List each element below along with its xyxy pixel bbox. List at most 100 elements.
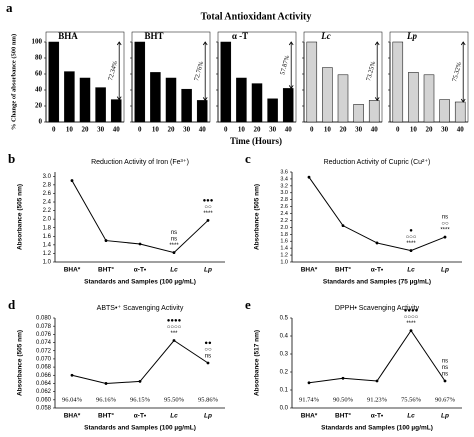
percent-label: 96.16% [96,396,117,403]
annotation: 72.34% [107,60,119,82]
y-tick-label: 0.066 [36,373,52,379]
x-tick-label: 40 [285,126,293,134]
y-tick-label: 2.2 [280,218,288,224]
x-axis-label: Standards and Samples (100 µg/mL) [321,425,433,432]
x-tick-label: BHA* [301,413,318,420]
significance: ○○○ [406,235,417,241]
significance: ●●●● [167,318,182,324]
x-axis-label: Standards and Samples (100 µg/mL) [84,279,196,286]
y-tick-label: 1.2 [43,251,52,257]
percent-label: 75.56% [401,396,422,403]
y-tick-label: 0.074 [36,340,52,346]
arrow-head [288,41,294,90]
arrow-head [202,41,208,102]
x-tick-label: 30 [97,126,105,134]
arrow-head [374,41,380,102]
line [308,329,446,384]
significance: **** [406,241,416,247]
y-tick-label: 1.4 [280,246,288,252]
significance: ○○○○ [404,315,419,321]
percent-label: 90.67% [435,396,456,403]
bar [220,41,232,123]
annotation: 73.25% [365,60,377,82]
bar [306,41,318,123]
y-tick-label: 0.2 [280,370,289,376]
significance: ●●●● [404,308,419,314]
percent-label: 95.86% [198,396,219,403]
significance: **** [169,243,179,249]
y-tick-label: 0.076 [36,332,52,338]
x-tick-label: BHA* [64,413,81,420]
y-tick-label: 3.6 [280,169,288,175]
percent-label: 95.50% [164,396,185,403]
line [308,176,446,252]
x-tick-label: BHT° [335,412,351,420]
significance: ns [171,237,177,243]
y-tick-label: 0.0 [280,406,289,412]
x-tick-label: Lp [204,267,212,274]
bar [368,100,380,123]
x-tick-label: BHT° [98,266,114,274]
significance: ●● [204,341,212,347]
y-tick-label: 40 [35,86,43,94]
x-tick-label: BHT° [98,412,114,420]
bar [322,67,333,123]
significance: **** [440,228,450,234]
point [138,242,142,246]
x-tick-label: Lp [204,413,212,420]
significance: ● [409,228,413,234]
bar [95,87,106,123]
x-axis-label: Standards and Samples (75 µg/mL) [323,279,431,286]
x-tick-label: 0 [396,126,400,134]
significance: ●●● [203,198,214,204]
chart-title: Reduction Activity of Iron (Fe³⁺) [91,159,189,166]
bar [282,88,294,123]
x-tick-label: Lc [170,267,178,274]
point [409,249,413,252]
point [70,373,74,377]
point [443,235,447,239]
percent-label: 90.50% [333,396,354,403]
y-tick-label: 2.6 [280,204,288,210]
y-axis-label: Absorbance (505 nm) [17,184,24,250]
x-tick-label: 10 [152,126,160,134]
x-tick-label: α-T• [134,267,147,274]
bar [79,77,91,123]
bar [408,72,419,123]
point [307,175,311,179]
y-tick-label: 100 [32,38,43,46]
y-tick-label: 0.080 [36,316,52,322]
x-tick-label: 20 [82,126,90,134]
point [341,376,345,380]
bar [423,74,435,123]
bar [236,77,247,123]
y-tick-label: 1.6 [43,234,52,240]
y-tick-label: 0.060 [36,397,52,403]
percent-label: 96.15% [130,396,151,403]
annotation: 57.87% [279,54,291,76]
bar [439,99,450,123]
significance: ns [442,215,448,221]
x-tick-label: 0 [138,126,142,134]
y-tick-label: 0.072 [36,348,52,354]
point [104,239,108,242]
x-tick-label: 30 [441,126,449,134]
x-tick-label: 0 [224,126,228,134]
line [71,339,209,384]
series-name: Lp [406,31,417,41]
line [71,180,209,254]
point [341,224,345,228]
x-tick-label: 20 [254,126,262,134]
y-axis-label: Absorbance (505 nm) [17,330,24,396]
x-tick-label: 40 [113,126,121,134]
x-tick-label: 30 [355,126,363,134]
bar [48,41,60,123]
x-tick-label: 30 [183,126,191,134]
y-tick-label: 2.6 [43,191,52,197]
chart-title: DPPH• Scavenging Activity [335,305,420,312]
point [375,379,379,383]
x-tick-label: 0 [310,126,314,134]
y-tick-label: 0.5 [280,316,289,322]
x-tick-label: Lc [407,413,415,420]
point [206,361,210,365]
